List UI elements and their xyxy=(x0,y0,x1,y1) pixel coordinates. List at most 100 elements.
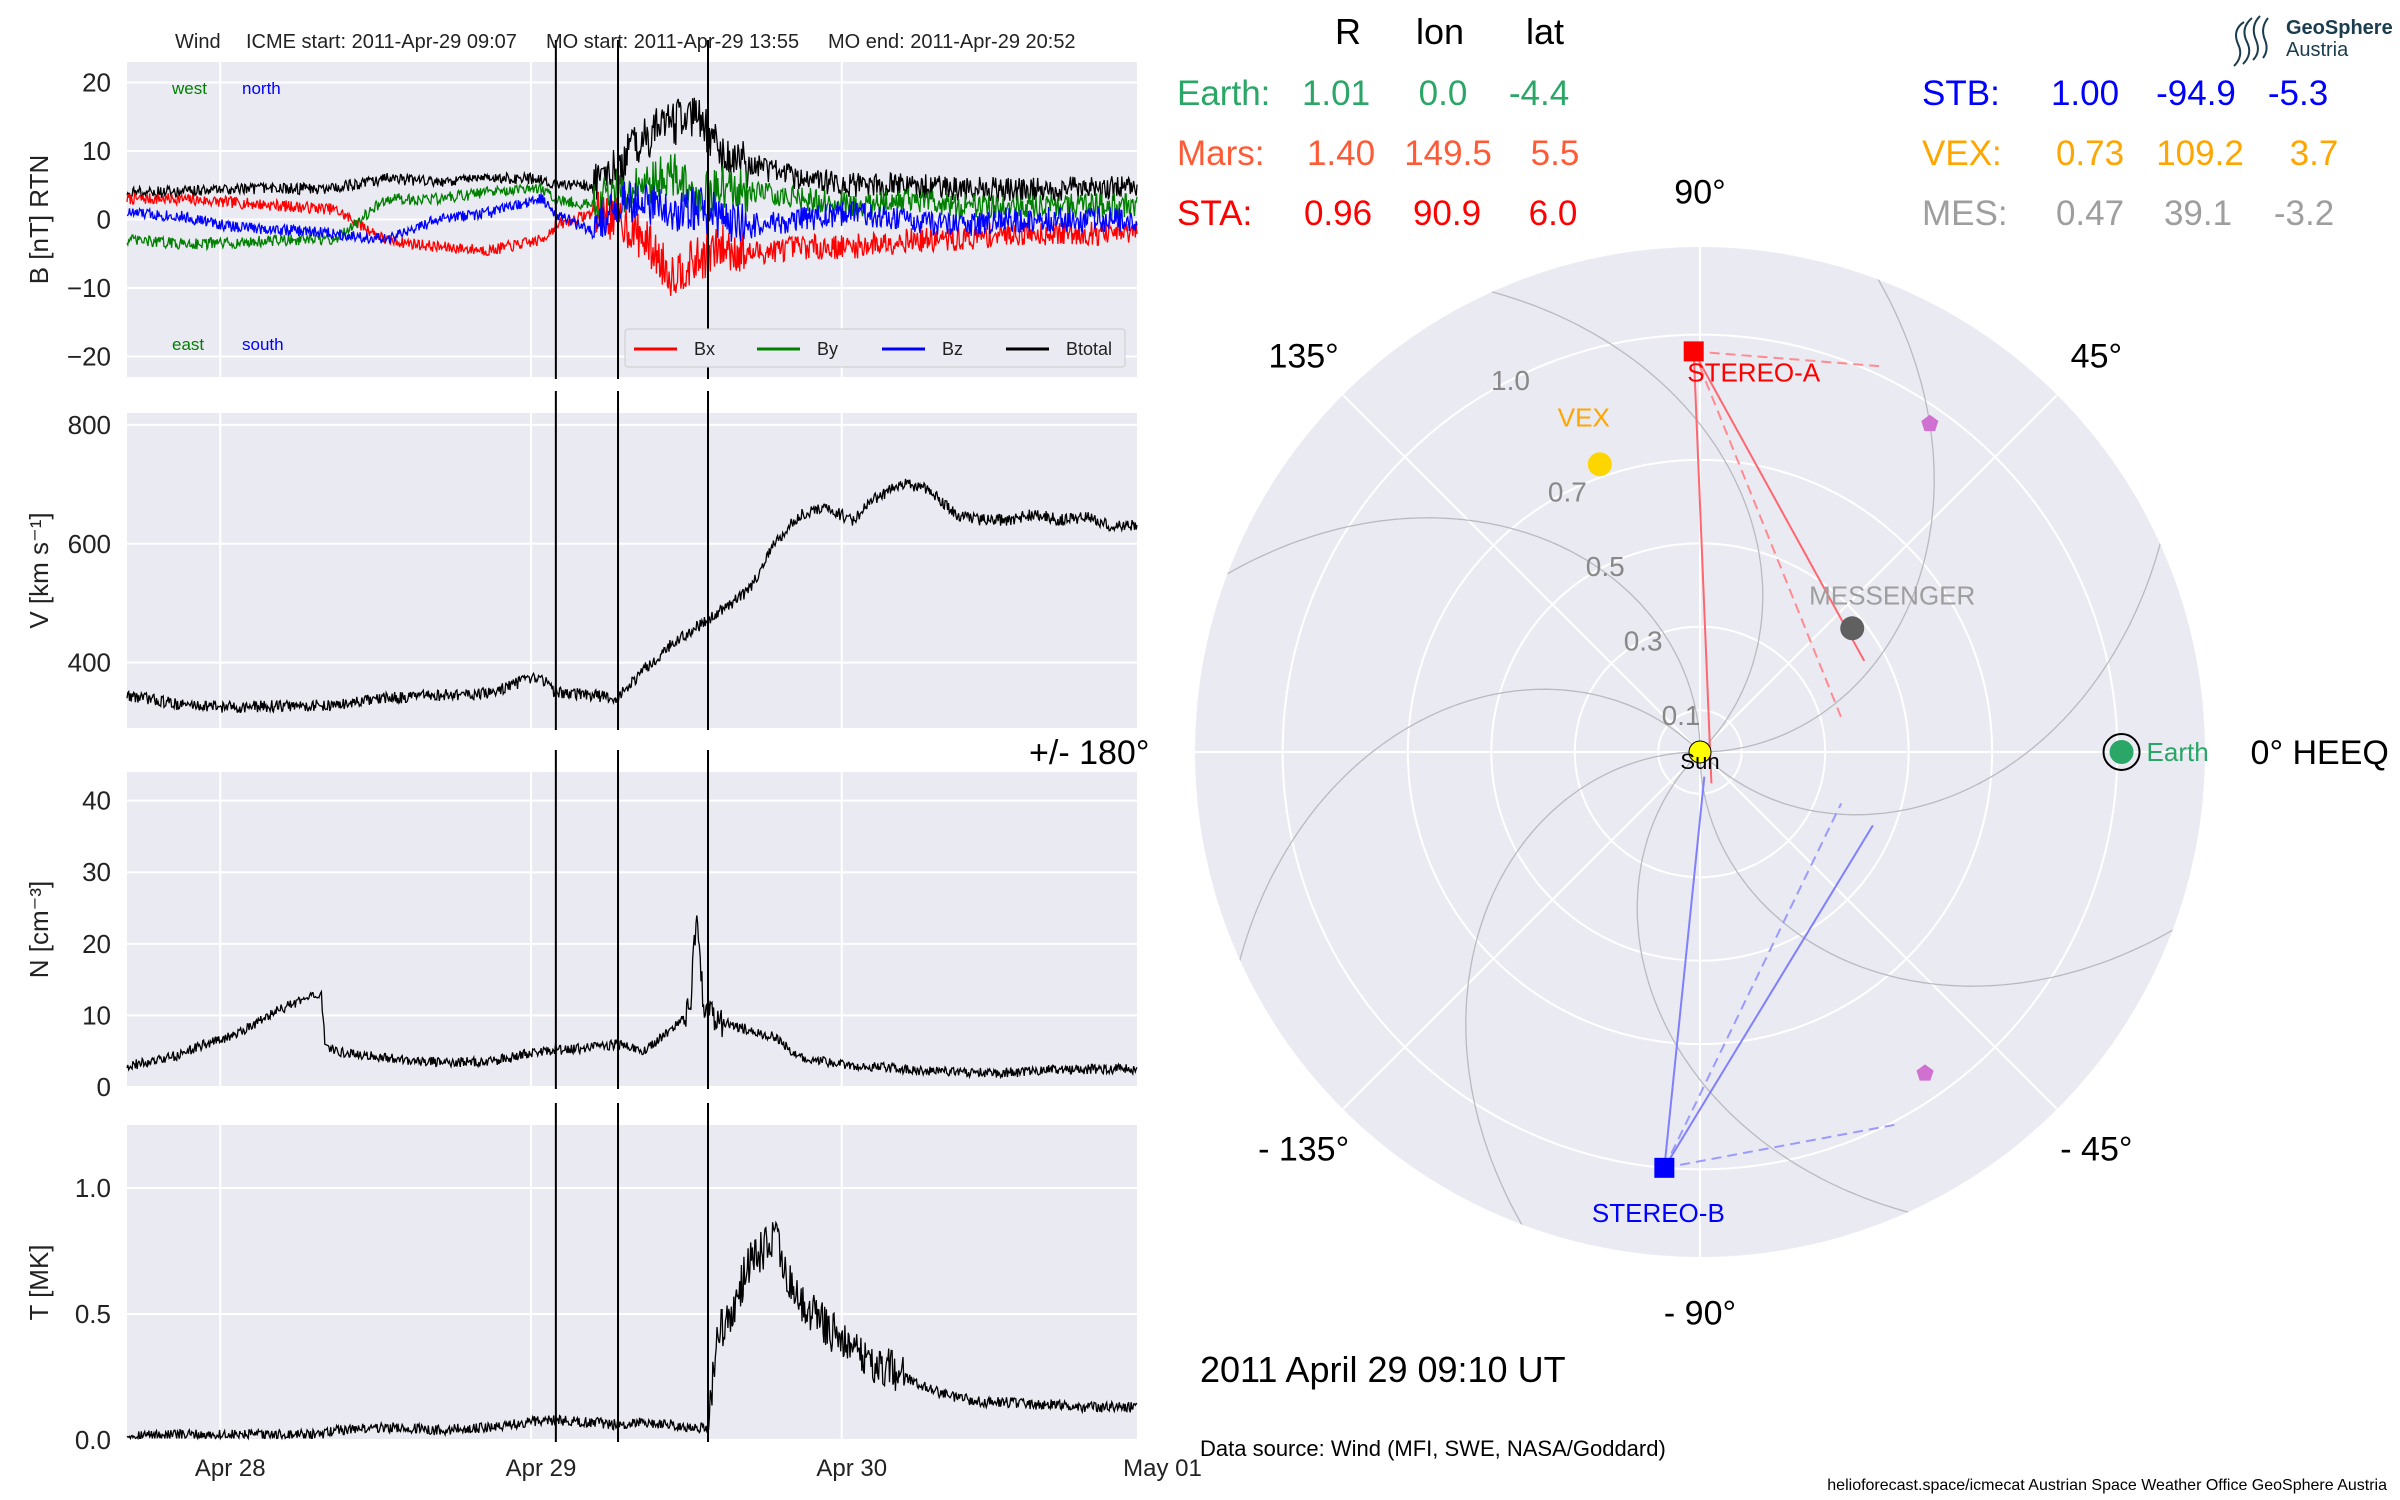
spiral-arc xyxy=(1699,752,2205,987)
stereob-marker xyxy=(1654,1157,1675,1178)
row-earth-label: Earth: xyxy=(1177,74,1270,113)
table-header-lat: lat xyxy=(1526,11,1564,52)
b-legend: Bx By Bz Btotal xyxy=(624,328,1126,368)
vex-marker xyxy=(1587,452,1612,477)
x-tick-label: May 01 xyxy=(1123,1455,1202,1482)
panel-T: 1.0 0.5 0.0 Apr 28 Apr 29 Apr 30 May 01 T [MK] xyxy=(24,1103,1202,1482)
fov-line xyxy=(1692,350,1866,662)
y-axis-label: N [cm⁻³] xyxy=(24,881,54,979)
header-icme-start: ICME start: 2011-Apr-29 09:07 xyxy=(246,31,517,53)
r-tick-label: 0.1 xyxy=(1662,700,1701,731)
fov-line xyxy=(1663,824,1874,1169)
footer-date: 2011 April 29 09:10 UT xyxy=(1200,1349,1566,1390)
fov-line xyxy=(1663,776,1706,1168)
y-tick-label: 600 xyxy=(68,529,111,559)
y-tick-label: 0 xyxy=(97,205,111,235)
logo-swirl-icon xyxy=(2233,15,2269,67)
row-earth-r: 1.01 xyxy=(1302,74,1370,113)
y-tick-label: 10 xyxy=(82,1000,111,1030)
spiral-arc xyxy=(1411,276,1764,753)
row-mars-lon: 149.5 xyxy=(1404,134,1492,173)
row-mars-lat: 5.5 xyxy=(1531,134,1580,173)
x-tick-label: Apr 29 xyxy=(506,1455,577,1482)
parker-spirals xyxy=(1195,247,2205,1257)
y-tick-label: 20 xyxy=(82,68,111,98)
angle-label: 45° xyxy=(2071,338,2122,376)
angle-label: 135° xyxy=(1268,338,1338,376)
fov-line xyxy=(1692,351,1713,784)
r-tick-label: 0.5 xyxy=(1586,551,1625,582)
row-stb-lat: -5.3 xyxy=(2268,74,2328,113)
spiral-arc xyxy=(1636,751,1989,1228)
angle-grid-line xyxy=(1699,751,2058,1110)
position-table: R lon lat Earth: 1.01 0.0 -4.4 Mars: 1.4… xyxy=(1177,11,2338,233)
angle-grid-line xyxy=(1699,394,2058,753)
legend-box xyxy=(624,328,1126,368)
row-mars-r: 1.40 xyxy=(1307,134,1375,173)
x-tick-label: Apr 30 xyxy=(816,1455,887,1482)
polar-position-plot: 0.1 0.3 0.5 0.7 1.0 0° HEEQ 45° 90° 135° +/- 180°… xyxy=(1029,173,2389,1332)
footer-data-source: Data source: Wind (MFI, SWE, NASA/Goddar… xyxy=(1200,1436,1666,1461)
annotation-west: west xyxy=(171,79,207,98)
fov-line xyxy=(1664,1123,1899,1169)
row-earth-lon: 0.0 xyxy=(1419,74,1468,113)
angle-grid-line xyxy=(1342,394,1701,753)
earth-marker xyxy=(2109,740,2134,764)
table-header-lon: lon xyxy=(1416,11,1464,52)
stereoa-marker xyxy=(1683,341,1704,362)
panel-N: 40 30 20 10 0 N [cm⁻³] xyxy=(24,750,1154,1102)
row-mes-r: 0.47 xyxy=(2056,194,2124,233)
row-earth-lat: -4.4 xyxy=(1509,74,1569,113)
pentagon-marker xyxy=(1921,414,1939,432)
y-tick-label: 1.0 xyxy=(75,1173,111,1203)
y-tick-label: 0 xyxy=(97,1072,111,1102)
spiral-arc xyxy=(1700,247,1935,753)
y-axis-label: B [nT] RTN xyxy=(24,155,54,285)
legend-label-by: By xyxy=(817,339,838,359)
panel-B: 20 10 0 −10 −20 B [nT] RTN xyxy=(24,40,1154,379)
logo-line1: GeoSphere xyxy=(2286,17,2393,39)
row-mes-label: MES: xyxy=(1922,194,2008,233)
header-mo-start: MO start: 2011-Apr-29 13:55 xyxy=(546,31,799,53)
messenger-marker xyxy=(1840,616,1865,641)
y-tick-label: −20 xyxy=(67,341,111,371)
spiral-arc xyxy=(1699,463,2176,816)
panel-background xyxy=(127,1125,1137,1440)
geosphere-logo: GeoSphere Austria xyxy=(2233,15,2393,67)
y-tick-label: 10 xyxy=(82,136,111,166)
row-sta-r: 0.96 xyxy=(1304,194,1372,233)
annotation-east: east xyxy=(172,335,204,354)
row-vex-r: 0.73 xyxy=(2056,134,2124,173)
legend-label-btotal: Btotal xyxy=(1066,339,1112,359)
r-tick-label: 0.3 xyxy=(1624,625,1663,656)
annotation-south: south xyxy=(242,335,284,354)
y-axis-label: T [MK] xyxy=(24,1244,54,1320)
vex-label: VEX xyxy=(1558,402,1610,432)
spiral-arc xyxy=(1224,688,1701,1041)
stereoa-label: STEREO-A xyxy=(1687,357,1821,387)
r-tick-label: 0.7 xyxy=(1548,477,1587,508)
legend-label-bx: Bx xyxy=(694,339,715,359)
y-tick-label: 30 xyxy=(82,857,111,887)
row-stb-label: STB: xyxy=(1922,74,2000,113)
angle-label: 90° xyxy=(1674,173,1725,211)
y-tick-label: 400 xyxy=(68,648,111,678)
angle-label: - 135° xyxy=(1258,1130,1349,1168)
row-sta-label: STA: xyxy=(1177,194,1252,233)
series-n xyxy=(126,915,1138,1080)
r-tick-label: 1.0 xyxy=(1491,365,1530,396)
panel-background xyxy=(127,413,1137,728)
row-vex-label: VEX: xyxy=(1922,134,2002,173)
row-mars-label: Mars: xyxy=(1177,134,1265,173)
pentagon-marker xyxy=(1916,1064,1934,1081)
panel-background xyxy=(127,772,1137,1087)
angle-label: - 90° xyxy=(1664,1295,1736,1333)
row-mes-lat: -3.2 xyxy=(2274,194,2334,233)
angle-label: +/- 180° xyxy=(1029,734,1149,772)
series-bz xyxy=(126,181,1138,245)
fov-line xyxy=(1663,802,1843,1169)
sun-marker xyxy=(1688,740,1712,764)
y-tick-label: −10 xyxy=(67,273,111,303)
